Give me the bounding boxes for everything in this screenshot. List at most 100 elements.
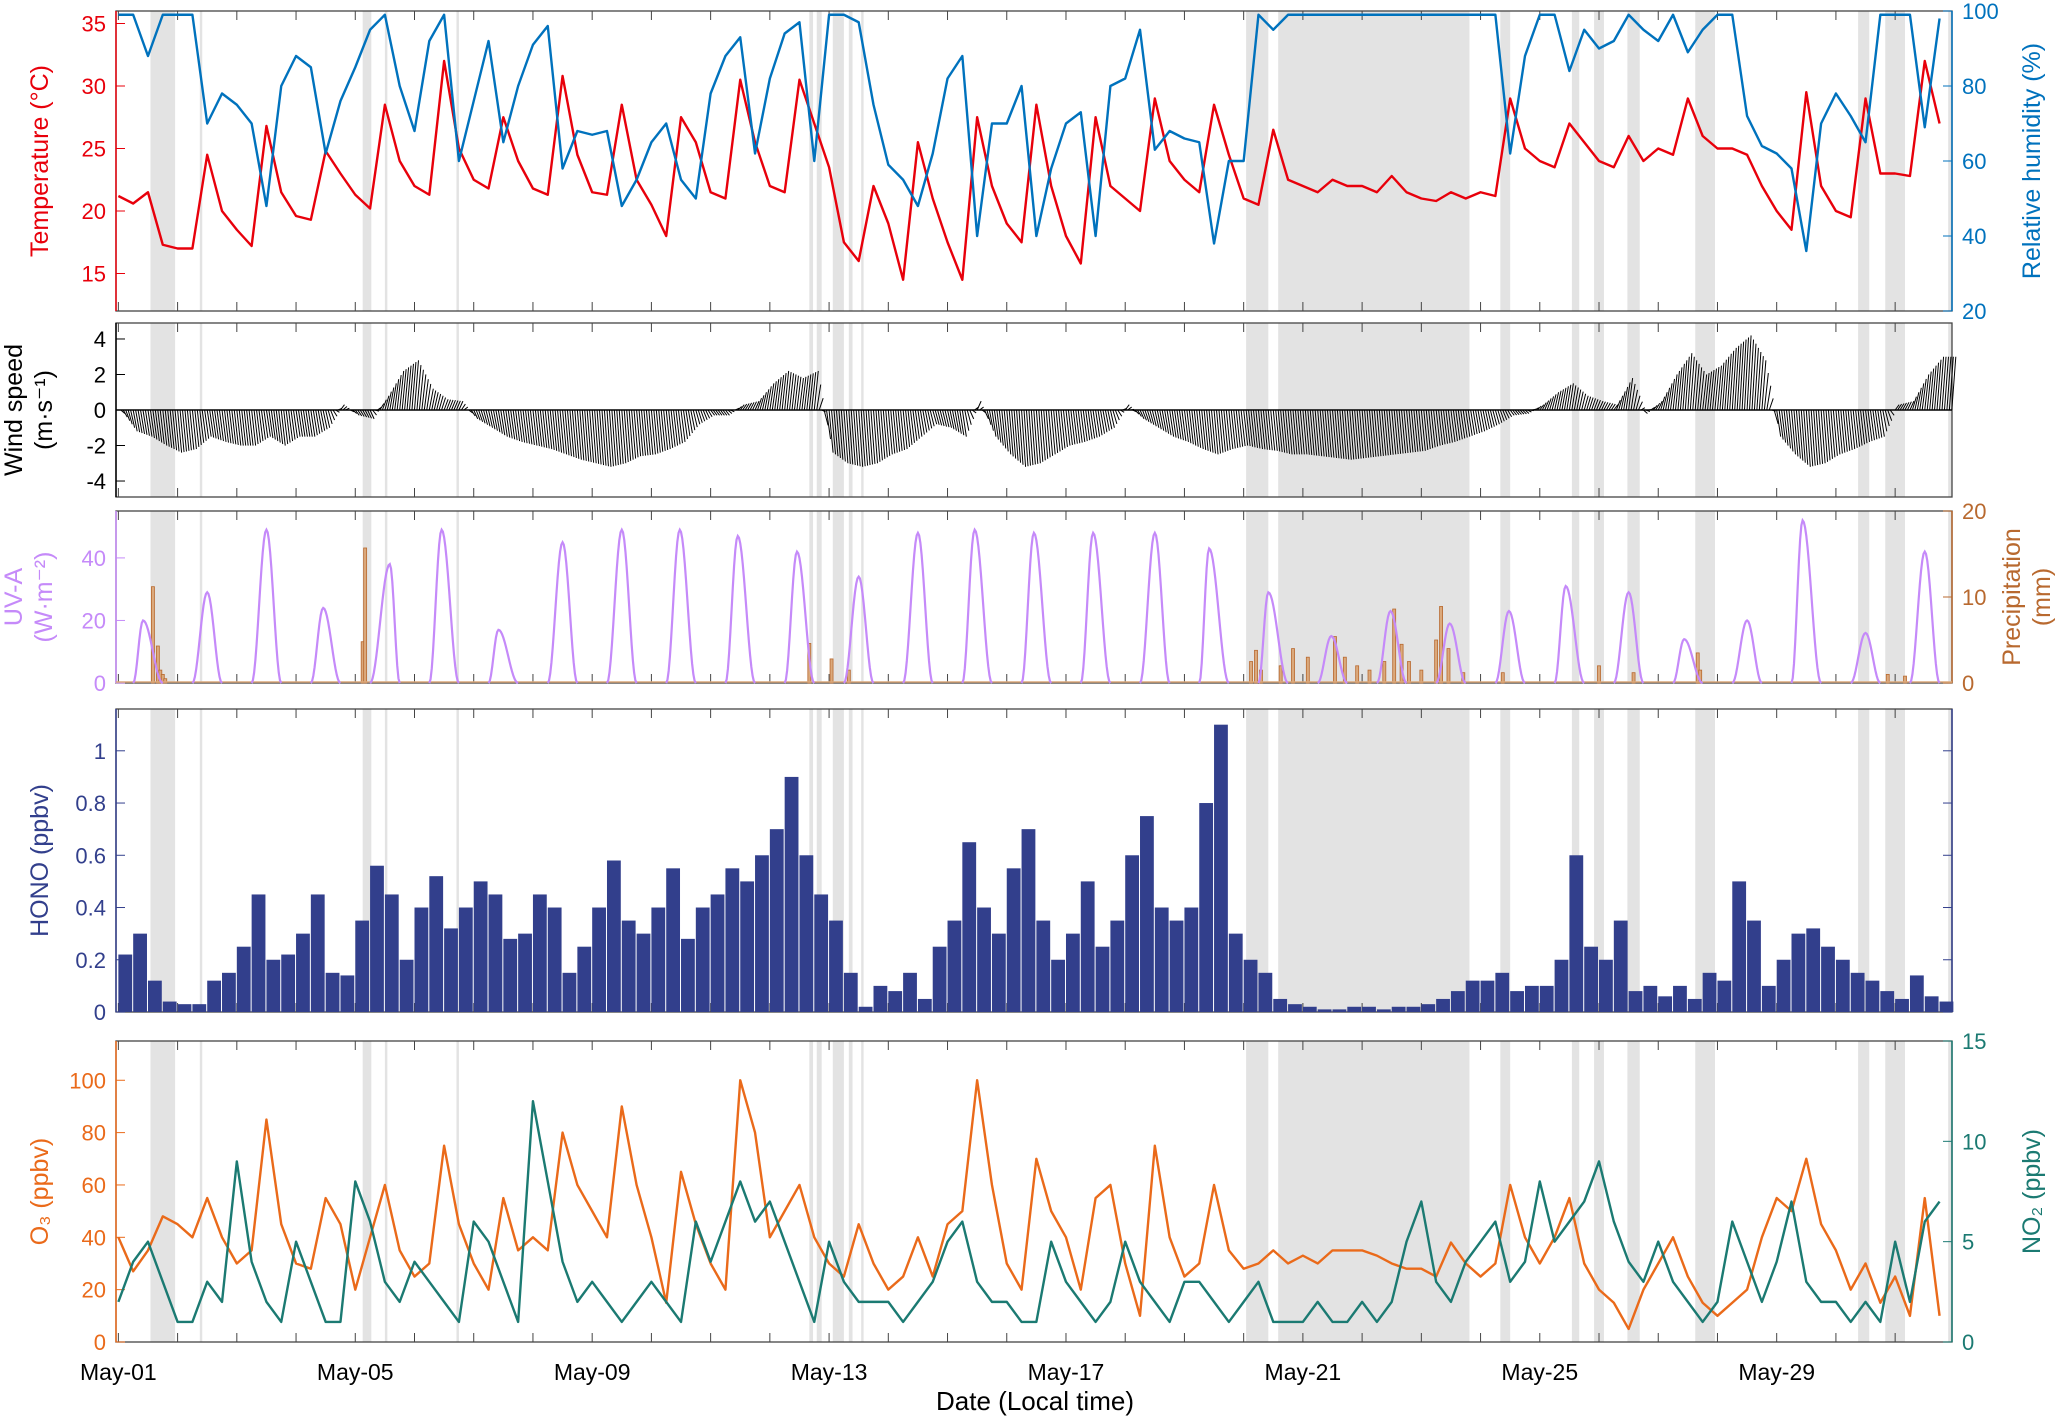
wind-vector-stick	[458, 400, 464, 411]
hono-bar	[1554, 959, 1569, 1012]
wind-vector-stick	[1403, 409, 1409, 453]
wind-vector-stick	[1270, 409, 1276, 451]
wind-vector-stick	[140, 409, 146, 435]
wind-vector-stick	[1909, 400, 1915, 411]
shaded-period	[809, 1041, 814, 1342]
wind-vector-stick	[1726, 353, 1732, 411]
wind-vector-stick	[1660, 396, 1666, 411]
wind-vector-stick	[379, 403, 385, 411]
shaded-period	[1246, 11, 1269, 311]
y-axis-label-left: O₃ (ppbv)	[26, 1138, 54, 1245]
wind-vector-stick	[833, 409, 839, 457]
hono-bar	[266, 959, 281, 1012]
wind-vector-stick	[1302, 409, 1308, 455]
wind-vector-stick	[426, 383, 432, 411]
wind-vector-stick	[1025, 409, 1031, 466]
wind-vector-stick	[1702, 374, 1708, 411]
wind-vector-stick	[228, 409, 234, 444]
shaded-period	[816, 11, 822, 311]
wind-vector-stick	[1433, 409, 1439, 447]
wind-vector-stick	[1181, 409, 1187, 442]
wind-vector-stick	[1003, 409, 1009, 452]
hono-bar	[1613, 920, 1628, 1012]
wind-vector-stick	[1620, 391, 1626, 411]
wind-vector-stick	[1818, 409, 1824, 464]
wind-vector-stick	[1549, 396, 1555, 411]
wind-vector-stick	[1141, 409, 1147, 421]
wind-vector-stick	[1679, 363, 1685, 411]
y-tick-label-right: 10	[1962, 1129, 1986, 1154]
wind-vector-stick	[1595, 400, 1601, 411]
wind-vector-stick	[1215, 409, 1221, 454]
wind-vector-stick	[1845, 409, 1851, 451]
hono-bar	[1791, 933, 1806, 1012]
wind-vector-stick	[1016, 409, 1022, 463]
wind-vector-stick	[1830, 409, 1836, 458]
wind-vector-stick	[1109, 409, 1115, 428]
wind-vector-stick	[1396, 409, 1402, 454]
wind-vector-stick	[1006, 409, 1012, 455]
shaded-period	[832, 709, 844, 1012]
uva-daily-curve	[1553, 584, 1585, 684]
wind-vector-stick	[364, 409, 370, 418]
wind-vector-stick	[1563, 386, 1569, 411]
hono-bar	[1747, 920, 1761, 1012]
uva-daily-curve	[605, 527, 638, 684]
x-tick-label: May-17	[1028, 1359, 1105, 1385]
wind-vector-stick	[1719, 362, 1725, 411]
wind-vector-stick	[591, 409, 597, 464]
wind-vector-stick	[1260, 409, 1266, 450]
wind-vector-stick	[665, 409, 671, 450]
wind-vector-stick	[1275, 409, 1281, 452]
shaded-period	[1858, 511, 1870, 683]
wind-vector-stick	[1393, 409, 1399, 455]
wind-vector-stick	[524, 409, 530, 444]
shaded-period	[199, 1041, 203, 1342]
hono-bar	[1214, 724, 1228, 1012]
precipitation-bar	[163, 678, 168, 684]
panel-met: 15 20 25 30 35 20 40 60 80 100 Temperature (°C) Rel…	[26, 0, 2046, 324]
x-tick-label: May-01	[80, 1359, 157, 1385]
uva-daily-curve	[1494, 609, 1526, 684]
hono-bar	[473, 881, 488, 1012]
wind-vector-stick	[576, 409, 582, 460]
wind-vector-stick	[162, 409, 168, 446]
wind-vector-stick	[1440, 409, 1446, 445]
shaded-period	[848, 511, 853, 683]
wind-vector-stick	[450, 400, 456, 411]
shaded-period	[1858, 11, 1870, 311]
hono-bar	[340, 975, 355, 1012]
hono-bar	[1732, 881, 1747, 1012]
hono-bar	[1939, 1001, 1954, 1012]
wind-vector-stick	[181, 409, 187, 452]
wind-vector-stick	[1442, 409, 1448, 444]
wind-vector-stick	[1065, 409, 1071, 446]
wind-vector-stick	[929, 409, 935, 427]
wind-vector-stick	[1507, 409, 1513, 418]
wind-vector-stick	[1290, 409, 1296, 455]
hono-bar	[1347, 1006, 1362, 1012]
wind-vector-stick	[890, 409, 896, 454]
wind-vector-stick	[127, 409, 133, 425]
wind-vector-stick	[969, 409, 975, 420]
wind-vector-stick	[1610, 403, 1616, 411]
wind-vector-stick	[423, 379, 429, 411]
wind-vector-stick	[226, 409, 232, 444]
wind-vector-stick	[534, 409, 540, 447]
wind-vector-stick	[631, 409, 637, 459]
wind-vector-stick	[381, 399, 387, 411]
wind-vector-stick	[1556, 390, 1562, 411]
wind-vector-stick	[655, 409, 661, 453]
wind-vector-stick	[211, 409, 217, 439]
uva-daily-curve	[1908, 549, 1941, 684]
precipitation-bar	[1249, 661, 1253, 684]
wind-vector-stick	[1504, 409, 1510, 419]
wind-vector-stick	[1035, 409, 1041, 464]
wind-vector-stick	[692, 409, 698, 428]
wind-vector-stick	[204, 409, 210, 439]
wind-vector-stick	[1257, 409, 1263, 450]
wind-vector-stick	[184, 409, 190, 451]
hono-bar	[1702, 972, 1717, 1012]
wind-vector-stick	[680, 409, 686, 443]
wind-vector-stick	[803, 375, 809, 411]
